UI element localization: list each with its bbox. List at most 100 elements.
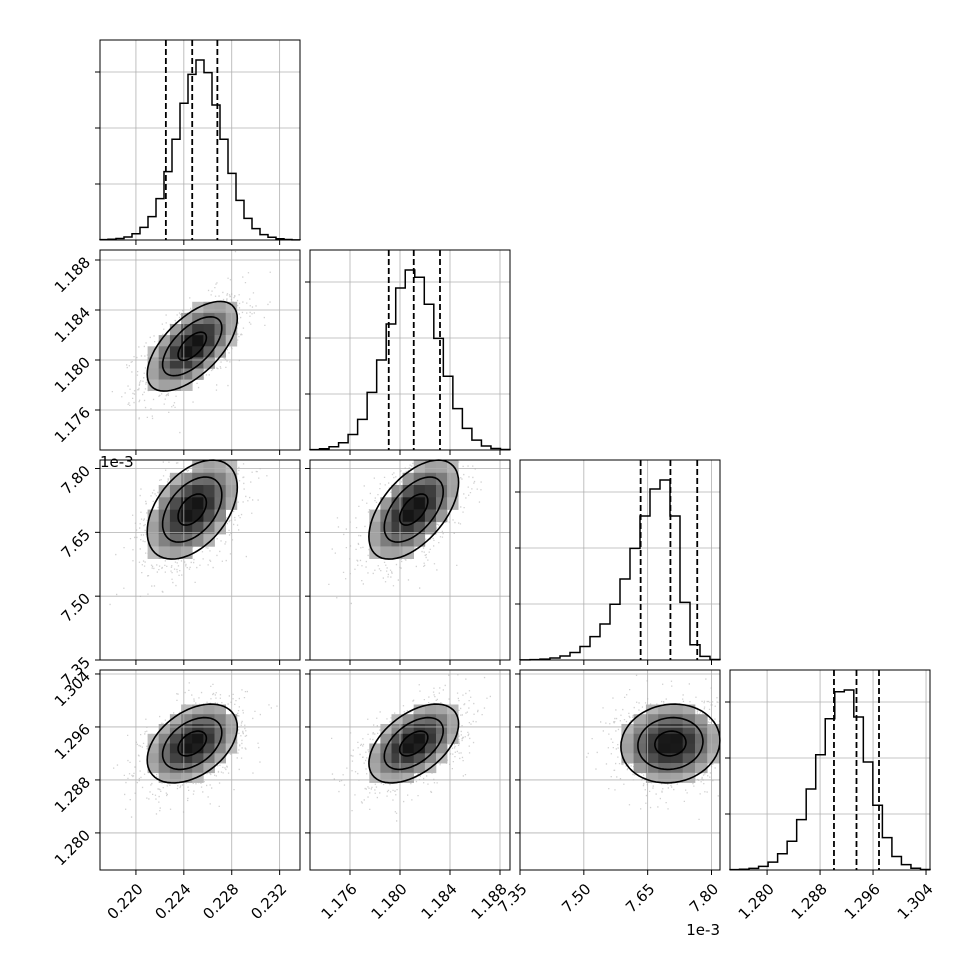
- density-cell-2-1-8-4: [436, 485, 448, 498]
- density-cell-2-1-8-2: [436, 460, 448, 474]
- density-cell-2-0-2-7: [147, 521, 160, 535]
- density-cell-3-1-5-6: [402, 743, 414, 754]
- density-cell-3-1-5-3: [402, 714, 414, 725]
- density-cell-3-1-4-9: [391, 772, 403, 783]
- density-cell-3-1-6-4: [413, 724, 426, 735]
- density-cell-3-1-4-8: [391, 763, 403, 774]
- density-cell-2-0-4-8: [169, 534, 182, 547]
- x-tick-label-2-3: 7.80: [686, 880, 722, 916]
- x-tick-label-3-3: 1.304: [894, 880, 937, 923]
- density-cell-2-1-2-6: [369, 509, 381, 523]
- x-tick-label-3-0: 1.280: [735, 880, 778, 923]
- density-cell-3-2-3-8: [633, 763, 647, 774]
- density-cell-3-2-7-3: [682, 714, 696, 725]
- panel-frame-1-0: [99, 249, 301, 451]
- density-cell-3-0-4-8: [169, 763, 182, 774]
- density-cell-2-1-7-5: [424, 497, 437, 510]
- density-cell-1-0-8-3: [214, 312, 226, 325]
- density-cell-1-0-4-8: [169, 368, 182, 380]
- density-cell-2-0-2-9: [147, 546, 160, 559]
- density-cell-3-1-9-5: [447, 733, 459, 744]
- contour-3-0-2: [146, 703, 239, 784]
- density-cell-2-1-4-8: [391, 534, 403, 547]
- density-cell-3-1-7-5: [424, 733, 437, 744]
- density-cell-2-1-7-4: [424, 485, 437, 498]
- panel-frame-3-1: [309, 669, 511, 871]
- density-cell-2-0-8-4: [214, 485, 226, 498]
- density-cell-3-0-3-6: [158, 743, 171, 754]
- density-cell-2-0-2-6: [147, 509, 160, 523]
- panel-frame-0-0: [99, 39, 301, 241]
- density-cell-2-0-3-5: [158, 497, 171, 510]
- density-cell-3-2-6-3: [670, 714, 683, 725]
- density-cell-3-2-4-7: [645, 753, 659, 764]
- scatter-panel-3-2: [515, 669, 721, 875]
- density-cell-2-0-4-7: [169, 521, 182, 535]
- density-cell-2-1-5-3: [402, 472, 414, 486]
- y-tick-label-1-2: 1.184: [51, 303, 94, 346]
- density-cell-1-0-4-7: [169, 357, 182, 369]
- density-cell-2-0-7-7: [203, 521, 215, 535]
- density-cell-1-0-7-2: [203, 301, 215, 314]
- density-cell-2-1-4-7: [391, 521, 403, 535]
- density-cell-2-1-4-4: [391, 485, 403, 498]
- x-tick-label-1-1: 1.180: [368, 880, 411, 923]
- x-offset-label-2: 1e-3: [686, 921, 720, 939]
- density-cell-2-1-4-6: [391, 509, 403, 523]
- y-tick-label-1-1: 1.180: [51, 353, 94, 396]
- density-cell-3-1-9-4: [447, 724, 459, 735]
- density-cell-3-1-5-5: [402, 733, 414, 744]
- density-cell-3-1-6-6: [413, 743, 426, 754]
- contour-2-1-0: [398, 493, 429, 526]
- density-cell-1-0-5-5: [181, 335, 193, 347]
- density-cell-3-0-6-6: [192, 743, 204, 754]
- density-cell-2-1-2-8: [369, 534, 381, 547]
- density-cell-3-2-7-9: [682, 772, 696, 783]
- density-cell-2-0-6-7: [192, 521, 204, 535]
- hist-panel-0: [95, 39, 301, 245]
- contour-3-1-2: [368, 703, 460, 784]
- hist-panel-2: [515, 459, 721, 665]
- density-cell-3-2-5-7: [658, 753, 671, 764]
- contour-3-2-2: [620, 703, 721, 784]
- density-cell-1-0-2-9: [147, 379, 160, 391]
- density-cell-2-0-5-5: [181, 497, 193, 510]
- density-cell-2-0-4-9: [169, 546, 182, 559]
- density-cell-1-0-4-4: [169, 324, 182, 336]
- density-cell-3-2-6-5: [670, 733, 683, 744]
- density-cell-1-0-7-4: [203, 324, 215, 336]
- density-cell-3-0-6-2: [192, 704, 204, 715]
- density-cell-3-0-5-4: [181, 724, 193, 735]
- density-cell-2-1-3-8: [380, 534, 392, 547]
- histogram-step-1: [309, 269, 511, 451]
- density-cell-1-0-8-2: [214, 301, 226, 314]
- density-cell-3-2-5-8: [658, 763, 671, 774]
- density-cell-3-2-7-7: [682, 753, 696, 764]
- density-cell-3-0-5-7: [181, 753, 193, 764]
- density-cell-2-0-7-6: [203, 509, 215, 523]
- density-cell-2-1-6-5: [413, 497, 426, 510]
- density-cell-1-0-5-7: [181, 357, 193, 369]
- density-cell-3-0-4-5: [169, 733, 182, 744]
- density-cell-3-2-6-9: [670, 772, 683, 783]
- y-offset-label-1: 1e-3: [100, 453, 134, 471]
- density-cell-2-1-6-7: [413, 521, 426, 535]
- density-cell-2-1-4-9: [391, 546, 403, 559]
- density-cell-3-1-5-9: [402, 772, 414, 783]
- density-cell-3-1-4-7: [391, 753, 403, 764]
- density-cell-3-1-2-7: [369, 753, 381, 764]
- density-cell-3-0-2-6: [147, 743, 160, 754]
- density-cell-3-2-3-4: [633, 724, 647, 735]
- density-cell-1-0-4-6: [169, 346, 182, 358]
- density-cell-1-0-2-8: [147, 368, 160, 380]
- x-tick-label-0-2: 0.228: [199, 880, 242, 923]
- y-tick-label-3-0: 1.280: [51, 826, 94, 869]
- density-cell-3-1-8-3: [436, 714, 448, 725]
- density-cell-1-0-6-7: [192, 357, 204, 369]
- contour-3-2-1: [637, 716, 704, 771]
- density-cell-1-0-6-5: [192, 335, 204, 347]
- density-cell-2-1-3-5: [380, 497, 392, 510]
- panel-frame-3-3: [729, 669, 931, 871]
- density-cell-3-2-4-3: [645, 714, 659, 725]
- density-cell-2-1-5-7: [402, 521, 414, 535]
